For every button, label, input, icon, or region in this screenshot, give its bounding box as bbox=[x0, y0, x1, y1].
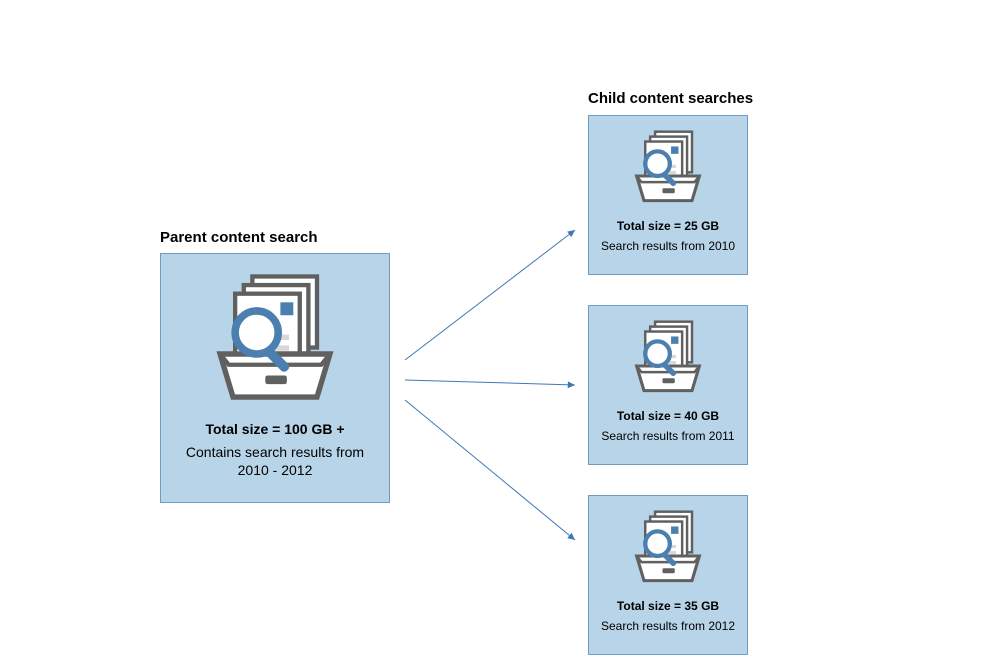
child-search-box-1: Total size = 40 GB Search results from 2… bbox=[588, 305, 748, 465]
child-desc-label: Search results from 2011 bbox=[601, 429, 734, 445]
children-title: Child content searches bbox=[588, 90, 753, 107]
search-archive-icon bbox=[628, 128, 708, 213]
child-total-label: Total size = 35 GB bbox=[617, 599, 719, 613]
child-search-box-0: Total size = 25 GB Search results from 2… bbox=[588, 115, 748, 275]
search-archive-icon bbox=[205, 270, 345, 415]
parent-search-box: Total size = 100 GB + Contains search re… bbox=[160, 253, 390, 503]
child-total-label: Total size = 25 GB bbox=[617, 219, 719, 233]
arrow-2 bbox=[395, 390, 585, 550]
arrow-0 bbox=[395, 220, 585, 370]
child-search-box-2: Total size = 35 GB Search results from 2… bbox=[588, 495, 748, 655]
parent-total-label: Total size = 100 GB + bbox=[205, 421, 344, 437]
child-total-label: Total size = 40 GB bbox=[617, 409, 719, 423]
child-desc-label: Search results from 2010 bbox=[601, 239, 735, 255]
parent-title: Parent content search bbox=[160, 229, 318, 246]
search-archive-icon bbox=[628, 318, 708, 403]
search-archive-icon bbox=[628, 508, 708, 593]
child-desc-label: Search results from 2012 bbox=[601, 619, 735, 635]
parent-desc-label: Contains search results from 2010 - 2012 bbox=[171, 443, 379, 479]
